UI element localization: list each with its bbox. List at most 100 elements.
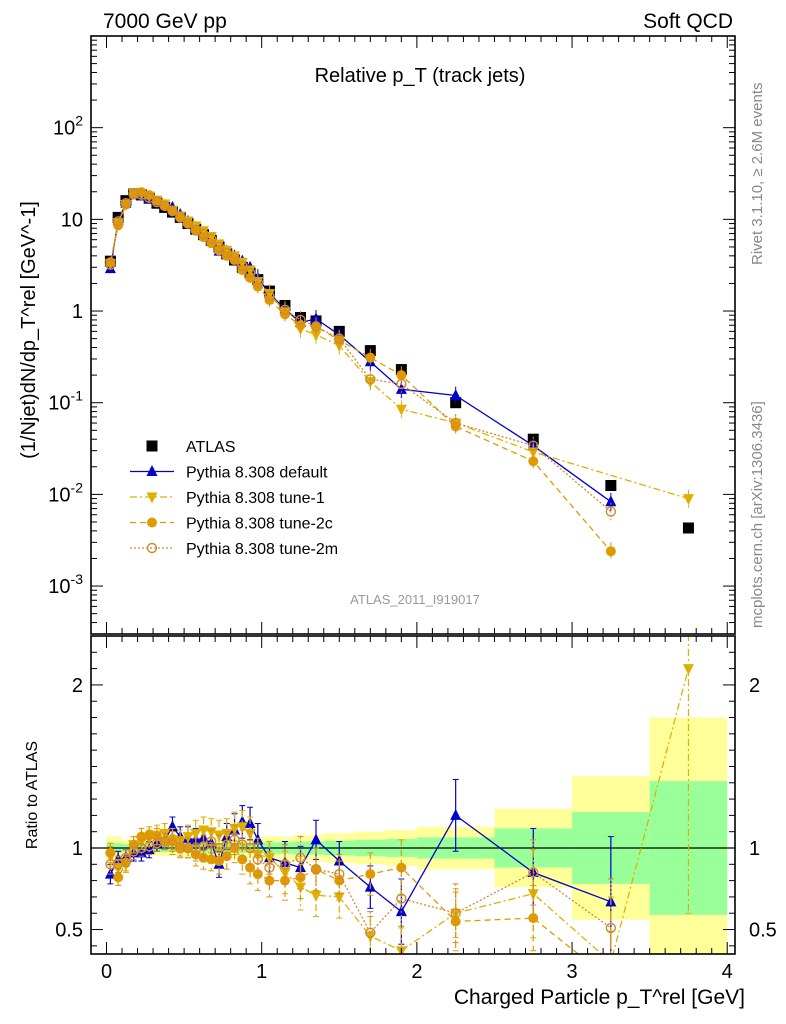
series-pythia-8-308-tune-2c [105,187,616,561]
data-point [365,352,376,363]
ratio-point [182,842,194,854]
ratio-point [245,862,256,873]
ratio-point [198,841,209,852]
ratio-point [167,836,178,847]
ratio-point [175,842,186,854]
data-point [605,546,616,557]
ratio-point [206,854,217,865]
legend-entry: Pythia 8.308 tune-2c [130,516,333,533]
legend-entry: Pythia 8.308 tune-2m [130,541,338,558]
data-point [237,260,248,272]
data-point [528,440,539,451]
ratio-point [606,975,616,985]
y-tick-label: 10 [61,209,83,231]
main-plot-border [90,35,736,635]
ratio-point [236,822,248,834]
series-pythia-8-308-default [104,188,617,511]
ratio-point [527,889,539,901]
ratio-point [263,853,275,865]
legend-entry: Pythia 8.308 default [130,465,328,482]
data-point [295,314,306,326]
ratio-series-pythia-8-308-tune-2m [105,824,617,954]
data-point [144,190,155,201]
data-point [213,241,225,253]
data-point [396,378,407,390]
ratio-point [182,832,194,844]
ratio-series-pythia-8-308-tune-1 [104,636,694,954]
ratio-point [136,842,147,854]
ratio-point [244,842,256,854]
ratio-y-tick-label: 1 [72,838,83,860]
mcplots-label: mcplots.cern.ch [arXiv:1306.3436] [749,401,766,628]
legend-label: Pythia 8.308 tune-2c [186,516,333,533]
ratio-plot-border [90,635,736,955]
ratio-point [395,905,407,917]
data-point [159,200,170,212]
ratio-point [190,828,202,840]
ratio-point [105,847,116,858]
data-point [279,304,291,316]
y-axis-label: (1/Njet)dN/dp_T^rel [GeV^-1] [18,201,40,459]
ratio-point [450,908,461,919]
legend-marker [146,465,158,476]
data-point [334,333,345,344]
ratio-y-axis-label: Ratio to ATLAS [24,741,41,849]
data-point [167,205,178,217]
data-point [605,495,617,507]
data-point [605,506,617,517]
ratio-point [396,862,407,873]
ratio-point [252,854,264,865]
data-point [198,228,209,240]
ratio-plot-frame: 0.5 0.5 1 1 2 2 0 1 2 3 4 [55,635,777,983]
ratio-y-tick-label-right: 1 [749,838,760,860]
data-point [528,456,539,467]
data-point [450,417,461,429]
ratio-y-tick-label: 2 [72,675,83,697]
ratio-point [528,913,539,924]
series-pythia-8-308-tune-1 [104,188,694,508]
legend-marker [146,492,158,504]
ratio-point [244,828,256,840]
ratio-y-tick-label-right: 2 [749,675,760,697]
header-left-label: 7000 GeV pp [103,10,227,33]
data-point [105,259,116,270]
ratio-point [144,829,155,840]
ratio-point [450,808,462,820]
data-point [264,291,275,302]
x-tick-label: 0 [101,961,112,983]
ratio-point [295,852,306,863]
rivet-version-label: Rivet 3.1.10, ≥ 2.6M events [749,83,766,266]
ratio-point [136,831,147,842]
data-point [105,257,116,268]
ratio-point [143,843,155,855]
data-point [244,267,256,279]
y-tick-label: 10-1 [48,388,83,415]
ratio-point [279,859,291,870]
data-point [236,257,248,269]
ratio-point [104,867,116,879]
data-point [295,320,306,331]
legend-label: Pythia 8.308 default [186,465,328,482]
data-point [221,247,232,259]
ratio-point [310,833,322,845]
x-axis-label: Charged Particle p_T^rel [GeV] [454,986,745,1009]
data-point [682,522,694,534]
data-point [229,255,240,266]
data-point [310,321,322,332]
legend-entry: ATLAS [146,439,236,456]
data-point [395,404,407,416]
legend-entry: Pythia 8.308 tune-1 [130,490,325,507]
ratio-y-tick-label-right: 0.5 [749,920,777,942]
data-point [365,374,376,385]
y-tick-label: 10-2 [48,479,83,506]
data-point [120,198,132,209]
x-tick-label: 4 [722,961,733,983]
ratio-point [605,922,617,934]
ratio-point [198,825,210,837]
data-point [310,330,322,342]
legend-label: Pythia 8.308 tune-1 [186,490,325,507]
legend-label: ATLAS [186,439,236,456]
y-tick-label: 102 [53,113,83,140]
data-point [244,265,256,277]
data-point [252,277,264,288]
